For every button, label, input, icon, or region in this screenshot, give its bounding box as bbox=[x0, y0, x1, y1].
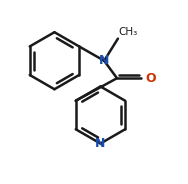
Text: N: N bbox=[99, 54, 109, 67]
Text: CH₃: CH₃ bbox=[119, 27, 138, 37]
Text: O: O bbox=[145, 72, 156, 85]
Text: N: N bbox=[95, 137, 106, 150]
